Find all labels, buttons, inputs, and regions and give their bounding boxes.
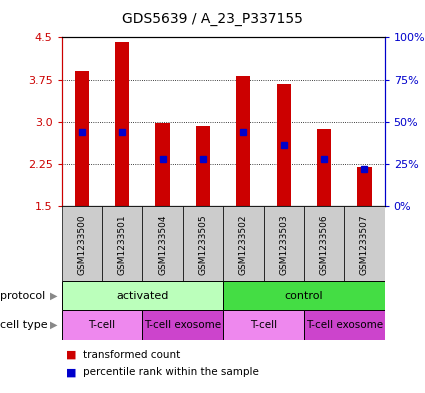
Text: percentile rank within the sample: percentile rank within the sample [83,367,259,377]
Bar [344,206,385,281]
Bar [236,75,250,206]
Bar [264,206,304,281]
Text: GSM1233500: GSM1233500 [77,215,86,275]
Text: ▶: ▶ [50,320,57,330]
Text: ■: ■ [66,350,76,360]
Bar [62,206,102,281]
Text: T-cell: T-cell [88,320,116,330]
Text: cell type: cell type [0,320,48,330]
Bar [62,281,223,310]
Bar [223,206,264,281]
Text: T-cell exosome: T-cell exosome [306,320,383,330]
Bar [115,42,129,206]
Text: GSM1233506: GSM1233506 [320,215,329,275]
Bar [277,84,291,206]
Text: GDS5639 / A_23_P337155: GDS5639 / A_23_P337155 [122,12,303,26]
Bar [223,281,385,310]
Text: T-cell exosome: T-cell exosome [144,320,221,330]
Bar [196,126,210,206]
Text: T-cell: T-cell [250,320,277,330]
Bar [142,310,223,340]
Text: activated: activated [116,291,169,301]
Text: protocol: protocol [0,291,45,301]
Text: GSM1233502: GSM1233502 [239,215,248,275]
Bar [304,206,344,281]
Text: GSM1233501: GSM1233501 [118,215,127,275]
Text: GSM1233505: GSM1233505 [198,215,207,275]
Bar [75,71,89,206]
Bar [156,123,170,206]
Text: GSM1233504: GSM1233504 [158,215,167,275]
Bar [317,129,331,206]
Text: control: control [285,291,323,301]
Text: transformed count: transformed count [83,350,180,360]
Bar [102,206,142,281]
Bar [357,167,371,206]
Text: GSM1233503: GSM1233503 [279,215,288,275]
Bar [142,206,183,281]
Text: ▶: ▶ [50,291,57,301]
Bar [223,310,304,340]
Bar [183,206,223,281]
Bar [304,310,385,340]
Text: ■: ■ [66,367,76,377]
Bar [62,310,142,340]
Text: GSM1233507: GSM1233507 [360,215,369,275]
